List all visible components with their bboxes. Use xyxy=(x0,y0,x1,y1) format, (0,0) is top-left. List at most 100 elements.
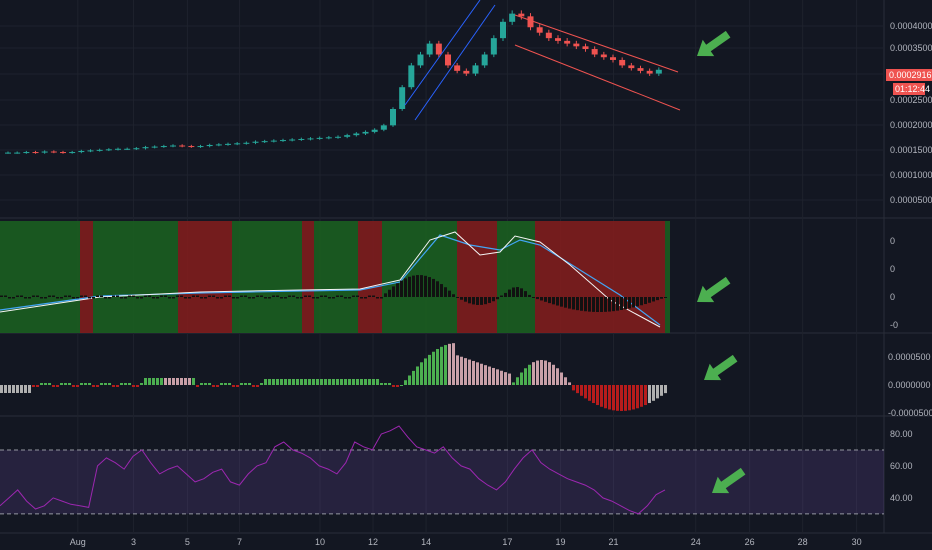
candle-body xyxy=(435,43,442,55)
candle-body xyxy=(463,70,470,74)
histogram-bar xyxy=(264,297,267,299)
histogram-bar xyxy=(320,295,323,297)
uptrend-channel-line xyxy=(404,0,481,106)
histogram-bar xyxy=(504,292,507,297)
ind1-y-tick: 0 xyxy=(890,236,895,246)
momentum-bar xyxy=(528,364,531,385)
histogram-bar xyxy=(144,295,147,297)
momentum-bar xyxy=(12,385,15,393)
ind1-y-tick: 0 xyxy=(890,264,895,274)
axes: Aug 3 5 7 10 12 14 17 19 21 24 26 28 30 0.0004000 0.000… xyxy=(70,21,932,547)
momentum-bar xyxy=(504,372,507,385)
histogram-bar xyxy=(340,295,343,297)
momentum-bar xyxy=(240,383,243,385)
candle-body xyxy=(307,138,314,140)
momentum-bar xyxy=(480,363,483,385)
momentum-bar xyxy=(360,379,363,385)
arrow-rsi xyxy=(712,467,746,494)
momentum-bar xyxy=(472,360,475,385)
arrow-shape xyxy=(704,354,738,381)
histogram-bar xyxy=(324,295,327,297)
momentum-bar xyxy=(64,383,67,385)
candle-body xyxy=(481,54,488,66)
price-y-tick: 0.0003500 xyxy=(890,43,932,53)
momentum-bar xyxy=(620,385,623,411)
candle-body xyxy=(179,145,186,147)
candle-body xyxy=(655,69,662,74)
histogram-bar xyxy=(484,297,487,305)
candle-body xyxy=(472,65,479,74)
trend-zone xyxy=(302,221,314,333)
histogram-bar xyxy=(660,297,663,299)
arrow-shape xyxy=(712,467,746,494)
momentum-bar xyxy=(584,385,587,399)
momentum-bar xyxy=(164,378,167,385)
momentum-bar xyxy=(236,385,239,387)
histogram-bar xyxy=(4,295,7,297)
histogram-bar xyxy=(280,297,283,299)
histogram-bar xyxy=(308,295,311,297)
momentum-bar xyxy=(140,383,143,385)
candle-body xyxy=(60,152,66,154)
histogram-bar xyxy=(616,297,619,311)
histogram-bar xyxy=(344,297,347,299)
histogram-bar xyxy=(224,295,227,297)
momentum-bar xyxy=(520,372,523,385)
momentum-bar xyxy=(272,379,275,385)
histogram-bar xyxy=(52,295,55,297)
x-tick-label: 21 xyxy=(608,537,618,547)
x-tick-label: 12 xyxy=(368,537,378,547)
x-tick-label: 14 xyxy=(421,537,431,547)
histogram-bar xyxy=(156,297,159,299)
downtrend-channel-line xyxy=(514,44,681,111)
momentum-bar xyxy=(324,379,327,385)
x-tick-label: 26 xyxy=(745,537,755,547)
price-y-tick: 0.0001000 xyxy=(890,170,932,180)
histogram-bar xyxy=(184,297,187,299)
last-price-label: 0.0002916 xyxy=(889,70,932,80)
momentum-bar xyxy=(460,356,463,385)
momentum-bar xyxy=(484,365,487,385)
momentum-bar xyxy=(204,383,207,385)
price-y-tick: 0.0002000 xyxy=(890,120,932,130)
momentum-bar xyxy=(124,383,127,385)
momentum-bar xyxy=(376,379,379,385)
candle-body xyxy=(555,38,561,41)
trend-zone xyxy=(665,221,670,333)
arrow-shape xyxy=(697,30,731,57)
histogram-bar xyxy=(568,297,571,309)
momentum-bar xyxy=(468,359,471,385)
histogram-bar xyxy=(200,297,203,299)
histogram-bar xyxy=(36,295,39,297)
candle-body xyxy=(289,139,296,141)
histogram-bar xyxy=(416,275,419,297)
candle-body xyxy=(527,16,534,28)
momentum-bar xyxy=(404,380,407,385)
x-tick-label: 7 xyxy=(237,537,242,547)
momentum-bar xyxy=(388,383,391,385)
trend-zone xyxy=(535,221,665,333)
momentum-bar xyxy=(332,379,335,385)
momentum-bar xyxy=(156,378,159,385)
histogram-bar xyxy=(352,295,355,297)
trend-zone xyxy=(358,221,382,333)
histogram-bar xyxy=(152,297,155,299)
momentum-bar xyxy=(76,385,79,387)
histogram-bar xyxy=(56,297,59,299)
momentum-bar xyxy=(84,383,87,385)
momentum-bar xyxy=(168,378,171,385)
momentum-bar xyxy=(44,383,47,385)
histogram-bar xyxy=(376,297,379,299)
histogram-bar xyxy=(204,297,207,299)
trend-zone xyxy=(382,221,457,333)
candle-body xyxy=(69,152,76,154)
histogram-bar xyxy=(68,295,71,297)
histogram-bar xyxy=(444,287,447,297)
momentum-bar xyxy=(420,362,423,385)
histogram-bar xyxy=(424,275,427,297)
momentum-bar xyxy=(508,373,511,385)
momentum-bar xyxy=(8,385,11,393)
momentum-bar xyxy=(548,362,551,385)
countdown-label: 01:12:44 xyxy=(895,84,930,94)
